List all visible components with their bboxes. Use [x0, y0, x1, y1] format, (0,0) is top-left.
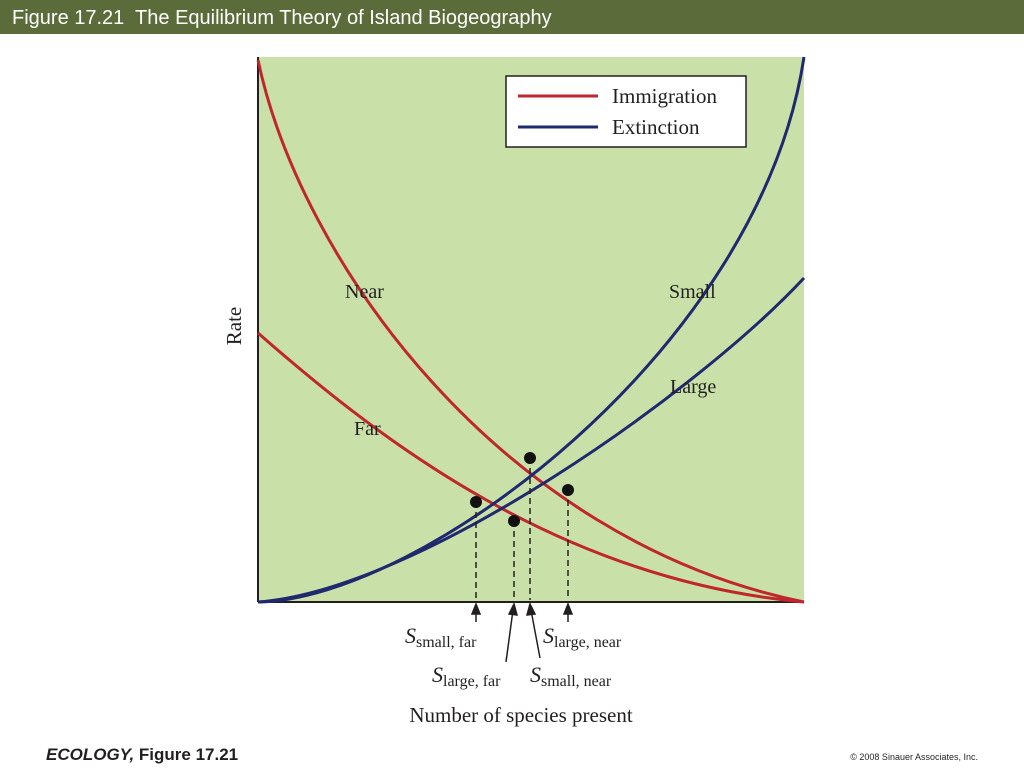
header-title: Figure 17.21 The Equilibrium Theory of I… [12, 7, 552, 29]
footer-book: ECOLOGY, [46, 745, 134, 764]
y-axis-label: Rate [222, 307, 246, 345]
equilibrium-point [508, 515, 520, 527]
subscript: large, far [443, 673, 501, 690]
equilibrium-point [524, 452, 536, 464]
drop-lines [475, 458, 569, 600]
symbol: S [432, 662, 443, 687]
immigration-near-curve [256, 59, 805, 604]
equilibrium-label: Ssmall, far [405, 623, 477, 651]
extinction-large-curve [257, 276, 806, 604]
symbol: S [543, 623, 554, 648]
x-axis-label: Number of species present [409, 703, 633, 727]
legend-label: Immigration [612, 84, 717, 108]
footer-figure: Figure 17.21 [139, 745, 238, 764]
equilibrium-label: Ssmall, near [530, 662, 612, 690]
subscript: large, near [554, 634, 622, 651]
immigration-far-curve [257, 331, 805, 604]
arrow [505, 609, 514, 663]
arrow-head [507, 601, 519, 616]
curve-label: Small [669, 281, 716, 303]
curve-label: Far [354, 418, 381, 440]
curve-label: Near [345, 281, 384, 303]
equilibrium-label: Slarge, near [543, 623, 622, 651]
equilibrium-label: Slarge, far [432, 662, 501, 690]
equilibrium-points [470, 452, 574, 527]
equilibrium-point [562, 484, 574, 496]
symbol: S [530, 662, 541, 687]
subscript: small, far [416, 634, 477, 651]
symbol: S [405, 623, 416, 648]
header-bar [0, 0, 1024, 34]
arrow-head [525, 601, 537, 616]
legend-box [505, 75, 747, 148]
arrow-head [562, 601, 574, 615]
legend-label: Extinction [612, 115, 700, 139]
curve-label: Large [670, 376, 716, 398]
equilibrium-point [470, 496, 482, 508]
arrow [530, 609, 541, 659]
plot-area [258, 57, 804, 602]
pointer-arrows [470, 601, 574, 663]
footer-source: ECOLOGY, Figure 17.21 [46, 745, 238, 764]
footer-copyright: © 2008 Sinauer Associates, Inc. [850, 752, 978, 762]
arrow-head [470, 601, 482, 615]
subscript: small, near [541, 673, 612, 690]
